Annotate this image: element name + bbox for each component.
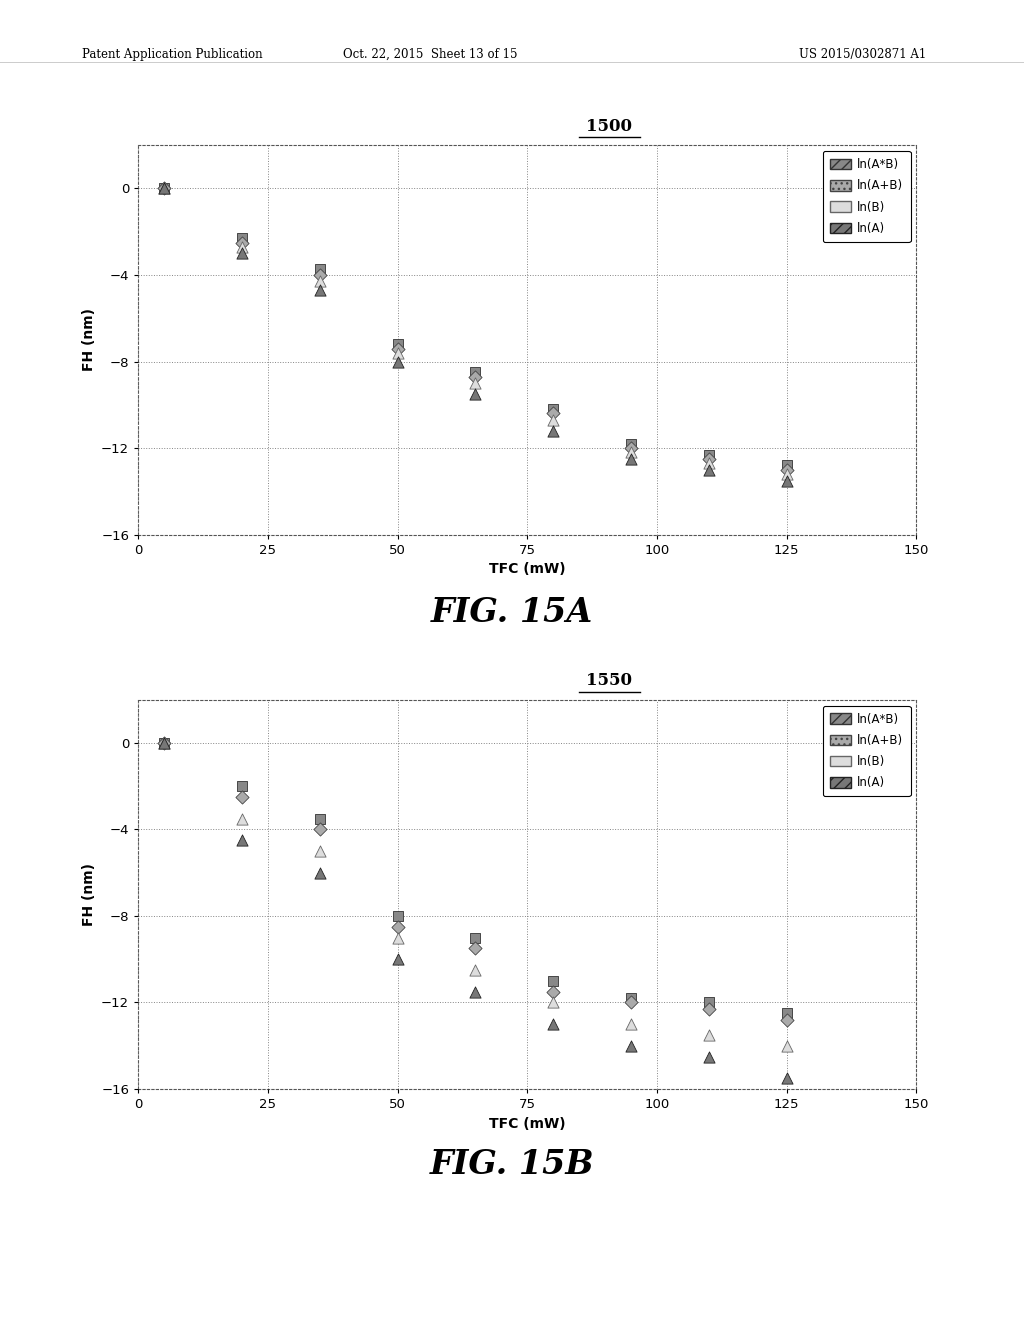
ln(A+B) xyxy=(545,981,561,1002)
ln(A+B) xyxy=(156,178,172,199)
Y-axis label: FH (nm): FH (nm) xyxy=(82,309,95,371)
ln(A) xyxy=(156,178,172,199)
ln(B) xyxy=(233,808,250,829)
ln(A) xyxy=(389,351,406,372)
ln(A+B) xyxy=(623,437,639,458)
ln(A*B) xyxy=(545,399,561,420)
ln(B) xyxy=(778,1035,795,1056)
ln(A*B) xyxy=(700,444,717,465)
ln(A+B) xyxy=(700,449,717,470)
ln(A*B) xyxy=(389,906,406,927)
ln(A) xyxy=(545,420,561,441)
ln(A*B) xyxy=(311,808,328,829)
ln(A*B) xyxy=(623,433,639,454)
ln(A) xyxy=(700,459,717,480)
ln(A*B) xyxy=(467,362,483,383)
ln(A) xyxy=(700,1045,717,1067)
ln(A) xyxy=(233,243,250,264)
ln(A*B) xyxy=(233,776,250,797)
ln(A+B) xyxy=(233,787,250,808)
ln(B) xyxy=(156,733,172,754)
ln(A) xyxy=(233,830,250,851)
ln(A+B) xyxy=(233,232,250,253)
ln(B) xyxy=(467,372,483,393)
ln(B) xyxy=(623,442,639,463)
Text: 1550: 1550 xyxy=(587,672,632,689)
Text: 1500: 1500 xyxy=(587,117,632,135)
Y-axis label: FH (nm): FH (nm) xyxy=(82,863,95,925)
ln(A*B) xyxy=(233,227,250,248)
ln(A+B) xyxy=(389,338,406,359)
ln(A) xyxy=(311,280,328,301)
ln(A+B) xyxy=(545,403,561,424)
X-axis label: TFC (mW): TFC (mW) xyxy=(489,562,565,577)
Legend: ln(A*B), ln(A+B), ln(B), ln(A): ln(A*B), ln(A+B), ln(B), ln(A) xyxy=(823,705,910,796)
ln(A+B) xyxy=(623,991,639,1012)
ln(A*B) xyxy=(700,991,717,1012)
ln(A) xyxy=(156,733,172,754)
ln(B) xyxy=(700,453,717,474)
ln(A) xyxy=(389,949,406,970)
ln(A+B) xyxy=(467,366,483,387)
ln(B) xyxy=(389,342,406,363)
ln(B) xyxy=(156,178,172,199)
ln(A*B) xyxy=(467,927,483,948)
Text: US 2015/0302871 A1: US 2015/0302871 A1 xyxy=(799,48,926,61)
ln(A+B) xyxy=(156,733,172,754)
ln(A*B) xyxy=(778,1003,795,1024)
ln(A*B) xyxy=(623,987,639,1008)
ln(A*B) xyxy=(156,178,172,199)
ln(A) xyxy=(545,1014,561,1035)
ln(A) xyxy=(778,1068,795,1089)
ln(B) xyxy=(623,1014,639,1035)
Text: FIG. 15A: FIG. 15A xyxy=(431,595,593,628)
ln(A*B) xyxy=(545,970,561,991)
ln(A+B) xyxy=(467,937,483,958)
ln(A) xyxy=(467,383,483,404)
X-axis label: TFC (mW): TFC (mW) xyxy=(489,1117,565,1131)
ln(A+B) xyxy=(389,916,406,937)
ln(A) xyxy=(623,1035,639,1056)
ln(A*B) xyxy=(778,455,795,477)
ln(B) xyxy=(311,271,328,292)
Legend: ln(A*B), ln(A+B), ln(B), ln(A): ln(A*B), ln(A+B), ln(B), ln(A) xyxy=(823,150,910,242)
ln(B) xyxy=(233,236,250,257)
ln(B) xyxy=(545,409,561,430)
ln(A+B) xyxy=(311,818,328,840)
ln(B) xyxy=(389,927,406,948)
Text: Oct. 22, 2015  Sheet 13 of 15: Oct. 22, 2015 Sheet 13 of 15 xyxy=(343,48,517,61)
ln(A) xyxy=(623,449,639,470)
Text: Patent Application Publication: Patent Application Publication xyxy=(82,48,262,61)
ln(A) xyxy=(311,862,328,883)
ln(B) xyxy=(778,463,795,484)
ln(B) xyxy=(467,960,483,981)
ln(A*B) xyxy=(311,257,328,279)
ln(A+B) xyxy=(311,264,328,285)
ln(A*B) xyxy=(156,733,172,754)
ln(A*B) xyxy=(389,334,406,355)
ln(B) xyxy=(311,841,328,862)
Text: FIG. 15B: FIG. 15B xyxy=(430,1147,594,1180)
ln(A+B) xyxy=(778,1010,795,1031)
ln(A+B) xyxy=(700,998,717,1019)
ln(A+B) xyxy=(778,459,795,480)
ln(A) xyxy=(467,981,483,1002)
ln(B) xyxy=(545,991,561,1012)
ln(A) xyxy=(778,470,795,491)
ln(B) xyxy=(700,1024,717,1045)
